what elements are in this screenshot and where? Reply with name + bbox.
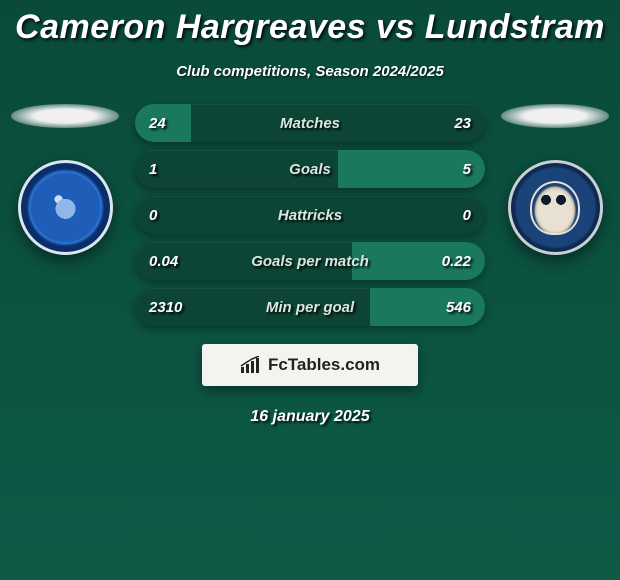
page-title: Cameron Hargreaves vs Lundstram [0, 0, 620, 47]
stat-label: Hattricks [135, 207, 485, 224]
stat-label: Goals per match [135, 253, 485, 270]
stat-right-value: 5 [463, 161, 471, 178]
stat-row-hattricks: 0 Hattricks 0 [135, 196, 485, 234]
stat-row-gpm: 0.04 Goals per match 0.22 [135, 242, 485, 280]
stat-row-goals: 1 Goals 5 [135, 150, 485, 188]
stat-right-value: 0 [463, 207, 471, 224]
stat-label: Goals [135, 161, 485, 178]
stats-bars: 24 Matches 23 1 Goals 5 0 Hattricks 0 0.… [135, 104, 485, 326]
stat-label: Min per goal [135, 299, 485, 316]
comparison-panel: 24 Matches 23 1 Goals 5 0 Hattricks 0 0.… [0, 104, 620, 326]
stat-right-value: 0.22 [442, 253, 471, 270]
club-badge-left [18, 160, 113, 255]
stat-right-value: 546 [446, 299, 471, 316]
subtitle: Club competitions, Season 2024/2025 [0, 63, 620, 80]
date-label: 16 january 2025 [0, 408, 620, 426]
player-photo-right-placeholder [501, 104, 609, 128]
chart-icon [240, 356, 262, 374]
stat-row-mpg: 2310 Min per goal 546 [135, 288, 485, 326]
site-badge: FcTables.com [202, 344, 418, 386]
club-badge-right [508, 160, 603, 255]
stat-right-value: 23 [454, 115, 471, 132]
stat-row-matches: 24 Matches 23 [135, 104, 485, 142]
site-label: FcTables.com [268, 355, 380, 375]
stat-label: Matches [135, 115, 485, 132]
right-side [495, 104, 615, 255]
player-photo-left-placeholder [11, 104, 119, 128]
left-side [5, 104, 125, 255]
